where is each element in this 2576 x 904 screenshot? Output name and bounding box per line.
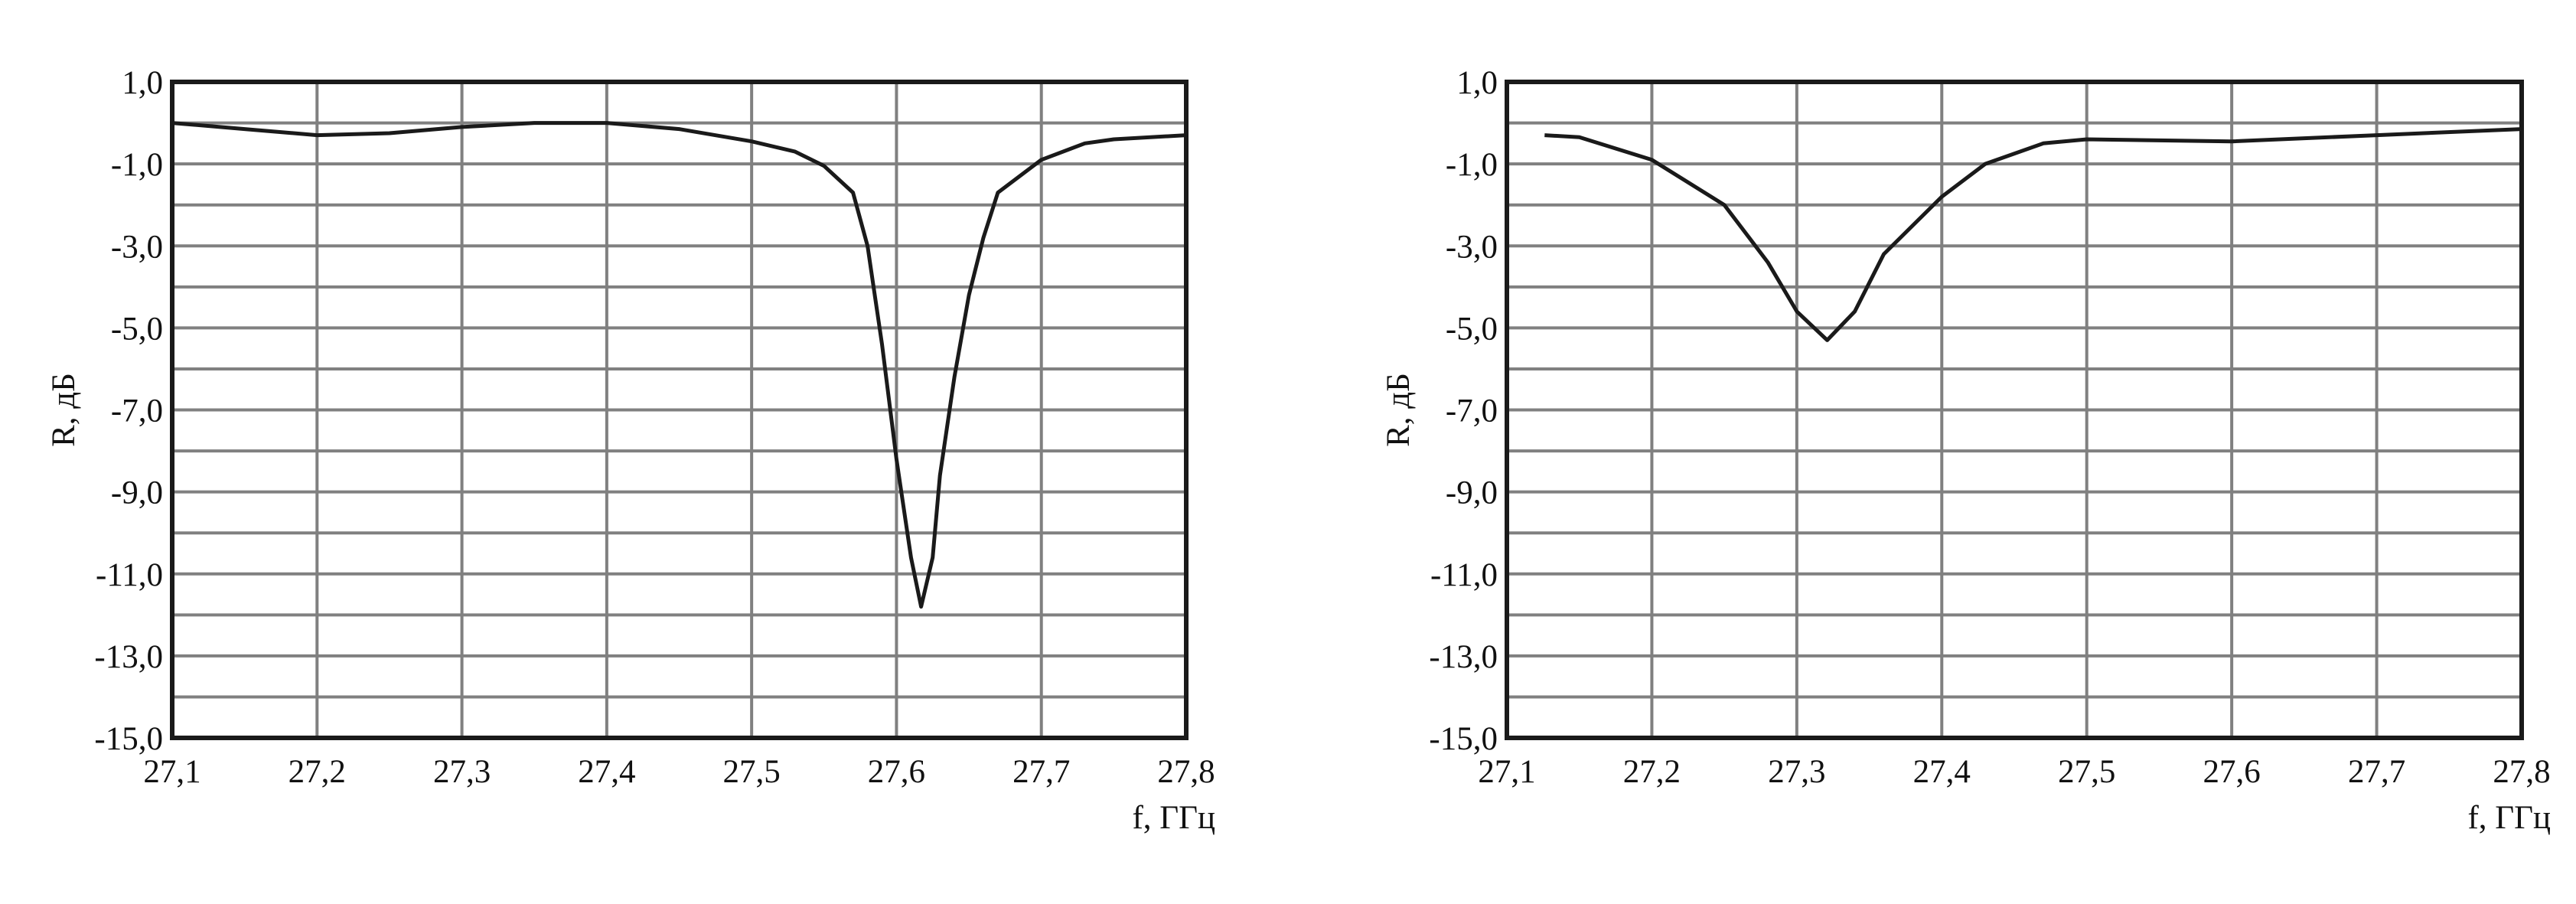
y-tick-label: -9,0 xyxy=(1446,475,1498,511)
data-line xyxy=(171,121,1187,609)
x-tick-label: 27,3 xyxy=(433,754,491,790)
x-tick-label: 27,6 xyxy=(868,754,925,790)
x-tick-label: 27,2 xyxy=(1623,754,1681,790)
y-axis-label: R, дБ xyxy=(46,373,82,447)
x-tick-label: 27,5 xyxy=(2058,754,2115,790)
plot-frame xyxy=(1505,80,2524,740)
x-tick-label: 27,7 xyxy=(1012,754,1070,790)
y-tick-label: -15,0 xyxy=(94,721,163,757)
x-tick-label: 27,6 xyxy=(2203,754,2261,790)
data-line xyxy=(1544,127,2522,342)
y-tick-label: -11,0 xyxy=(96,557,163,593)
y-tick-label: -9,0 xyxy=(111,475,163,511)
x-axis-label: f, ГГц xyxy=(2467,800,2551,836)
x-tick-label: 27,8 xyxy=(1157,754,1215,790)
x-tick-label: 27,2 xyxy=(289,754,346,790)
y-tick-label: 1,0 xyxy=(1456,65,1498,101)
y-tick-label: -13,0 xyxy=(94,639,163,675)
x-tick-label: 27,3 xyxy=(1768,754,1825,790)
y-tick-label: -3,0 xyxy=(111,229,163,265)
x-tick-label: 27,8 xyxy=(2493,754,2550,790)
y-tick-label: -7,0 xyxy=(1446,393,1498,429)
x-tick-label: 27,1 xyxy=(143,754,201,790)
y-tick-label: -13,0 xyxy=(1429,639,1498,675)
y-tick-label: -15,0 xyxy=(1429,721,1498,757)
y-tick-label: -3,0 xyxy=(1446,229,1498,265)
y-axis-label: R, дБ xyxy=(1381,373,1417,447)
plot-frame xyxy=(170,80,1189,740)
x-tick-label: 27,7 xyxy=(2348,754,2405,790)
x-tick-label: 27,4 xyxy=(1913,754,1971,790)
y-tick-label: 1,0 xyxy=(122,65,163,101)
x-tick-label: 27,4 xyxy=(578,754,635,790)
y-tick-label: -5,0 xyxy=(111,311,163,347)
y-tick-label: -1,0 xyxy=(1446,147,1498,183)
x-tick-label: 27,1 xyxy=(1478,754,1535,790)
x-tick-label: 27,5 xyxy=(723,754,781,790)
y-tick-label: -11,0 xyxy=(1430,557,1498,593)
y-tick-label: -1,0 xyxy=(111,147,163,183)
y-tick-label: -5,0 xyxy=(1446,311,1498,347)
y-tick-label: -7,0 xyxy=(111,393,163,429)
x-axis-label: f, ГГц xyxy=(1132,800,1215,836)
